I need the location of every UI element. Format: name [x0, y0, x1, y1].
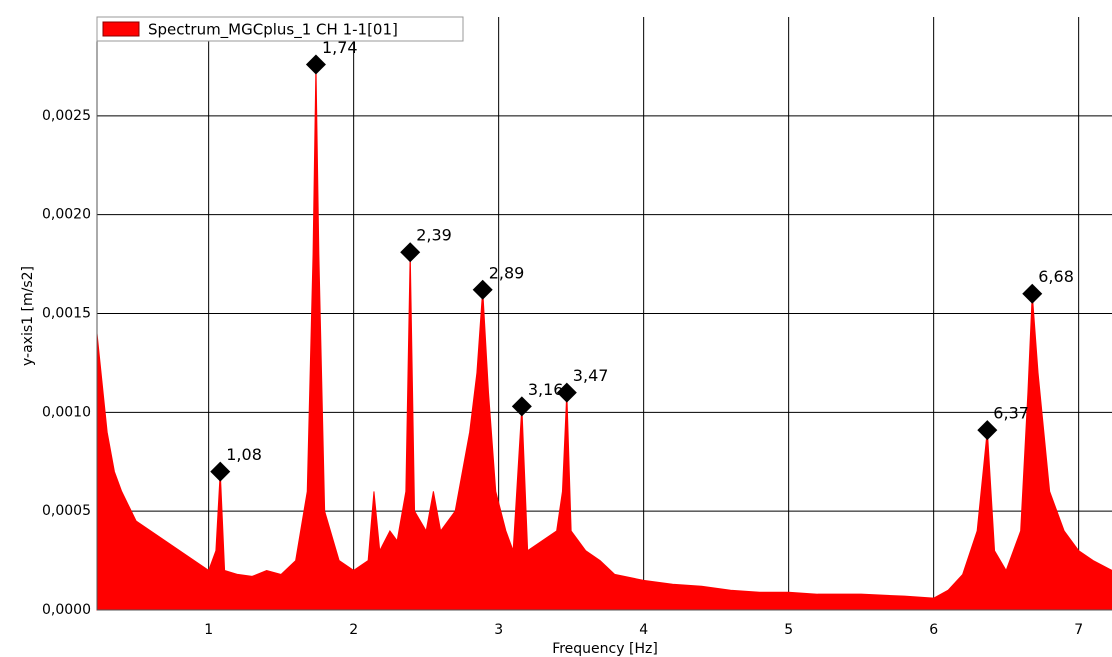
marks — [96, 54, 1112, 611]
peak-marker — [305, 54, 326, 75]
x-tick-label: 7 — [1074, 622, 1083, 638]
peak-label: 3,16 — [528, 380, 564, 399]
y-tick-label: 0,0000 — [42, 602, 91, 618]
x-tick-label: 6 — [929, 622, 938, 638]
y-tick-label: 0,0015 — [42, 306, 91, 322]
x-tick-label: 5 — [784, 622, 793, 638]
peak-label: 1,08 — [226, 445, 262, 464]
peak-marker — [556, 382, 577, 403]
peak-label: 3,47 — [573, 366, 609, 385]
peak-label: 6,37 — [993, 404, 1029, 423]
peak-label: 1,74 — [322, 38, 358, 57]
legend: Spectrum_MGCplus_1 CH 1-1[01] — [96, 16, 464, 42]
x-tick-label: 3 — [494, 622, 503, 638]
y-tick-label: 0,0005 — [42, 503, 91, 519]
grid — [97, 17, 1112, 611]
peak-marker — [511, 396, 532, 417]
y-tick-label: 0,0010 — [42, 404, 91, 420]
legend-label: Spectrum_MGCplus_1 CH 1-1[01] — [148, 21, 398, 40]
y-tick-label: 0,0025 — [42, 108, 91, 124]
x-tick-label: 2 — [349, 622, 358, 638]
x-axis-title: Frequency [Hz] — [552, 641, 658, 657]
peak-label: 2,39 — [416, 226, 452, 245]
y-axis-title: y-axis1 [m/s2] — [20, 266, 36, 366]
x-tick-label: 4 — [639, 622, 648, 638]
peak-marker — [400, 242, 421, 263]
legend-swatch — [102, 21, 140, 37]
peak-label: 2,89 — [489, 263, 525, 282]
peak-marker — [977, 420, 998, 441]
peak-marker — [472, 279, 493, 300]
peak-marker — [1022, 283, 1043, 304]
y-tick-label: 0,0020 — [42, 207, 91, 223]
peak-label: 6,68 — [1038, 267, 1074, 286]
x-tick-label: 1 — [204, 622, 213, 638]
spectrum-area — [96, 64, 1112, 611]
legend-box — [96, 16, 464, 42]
peak-marker — [210, 461, 231, 482]
